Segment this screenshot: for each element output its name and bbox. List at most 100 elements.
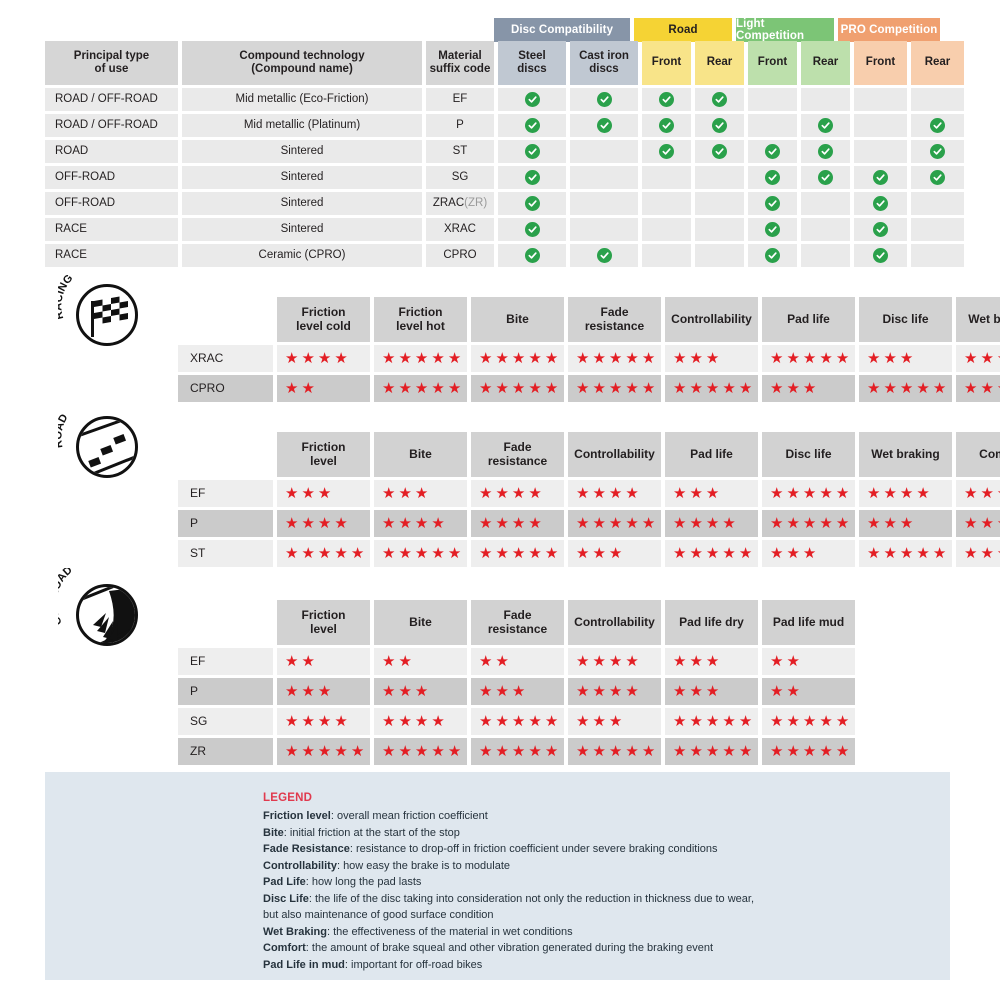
cell-compat-7 xyxy=(911,166,964,189)
star-icon: ★ xyxy=(867,380,882,397)
compatibility-body: ROAD / OFF-ROAD Mid metallic (Eco-Frictio… xyxy=(45,88,964,267)
star-icon: ★ xyxy=(819,485,834,502)
col-road-rear: Rear xyxy=(695,41,744,85)
col-header-7: Wet braking xyxy=(956,297,1000,342)
star-icon: ★ xyxy=(495,743,510,760)
star-icon: ★ xyxy=(301,545,316,562)
col-cast-iron-discs: Cast iron discs xyxy=(570,41,638,85)
star-icon: ★ xyxy=(980,545,995,562)
star-icon: ★ xyxy=(835,515,851,532)
star-icon: ★ xyxy=(317,743,333,760)
check-icon xyxy=(930,118,945,133)
cell-compound: Sintered xyxy=(182,140,422,163)
cell-compat-4 xyxy=(748,114,797,137)
star-icon: ★ xyxy=(495,485,510,502)
cell-compat-6 xyxy=(854,218,907,241)
cell-compat-5 xyxy=(801,166,850,189)
star-icon: ★ xyxy=(414,545,430,562)
star-icon: ★ xyxy=(689,380,704,397)
rating-cell-2: ★ ★ ★ ★ xyxy=(471,480,564,507)
row-label: SG xyxy=(178,708,273,735)
check-icon xyxy=(930,170,945,185)
cell-compat-7 xyxy=(911,114,964,137)
legend-item: Friction level: overall mean friction co… xyxy=(263,808,950,825)
star-icon: ★ xyxy=(576,515,591,532)
star-icon: ★ xyxy=(980,485,995,502)
check-icon xyxy=(765,144,780,159)
star-icon: ★ xyxy=(997,546,1000,561)
rating-cell-2: ★ ★ xyxy=(471,648,564,675)
cell-compat-4 xyxy=(748,192,797,215)
star-icon: ★ xyxy=(301,683,316,700)
cell-compat-5 xyxy=(801,244,850,267)
cell-compat-1 xyxy=(570,140,638,163)
col-header-1: Bite xyxy=(374,600,467,645)
star-icon: ★ xyxy=(819,515,834,532)
star-icon: ★ xyxy=(317,683,333,700)
rating-cell-5: ★ ★ xyxy=(762,648,855,675)
star-icon: ★ xyxy=(786,653,801,670)
cell-compat-0 xyxy=(498,244,566,267)
cell-compat-3 xyxy=(695,192,744,215)
cell-use: RACE xyxy=(45,218,178,241)
star-icon: ★ xyxy=(382,653,397,670)
star-icon: ★ xyxy=(592,653,607,670)
row-label: P xyxy=(178,678,273,705)
rating-cell-2: ★ ★ ★ ★ ★ xyxy=(471,375,564,402)
rating-cell-2: ★ ★ ★ ★ ★ xyxy=(471,345,564,372)
castiron-line2: discs xyxy=(589,63,619,75)
star-icon: ★ xyxy=(285,545,300,562)
cell-compat-3 xyxy=(695,244,744,267)
check-icon xyxy=(873,196,888,211)
cell-compat-0 xyxy=(498,114,566,137)
star-icon: ★ xyxy=(608,515,624,532)
cell-compat-3 xyxy=(695,140,744,163)
cell-compat-6 xyxy=(854,140,907,163)
star-icon: ★ xyxy=(447,743,463,760)
star-icon: ★ xyxy=(689,683,704,700)
legend-term: Bite xyxy=(263,826,284,839)
rating-cell-0: ★ ★ ★ xyxy=(277,480,370,507)
cell-compat-3 xyxy=(695,114,744,137)
star-icon: ★ xyxy=(899,485,915,502)
star-icon: ★ xyxy=(479,653,494,670)
table-row: OFF-ROAD Sintered ZRAC (ZR) xyxy=(45,192,964,215)
star-icon: ★ xyxy=(608,713,624,730)
star-icon: ★ xyxy=(398,653,413,670)
star-icon: ★ xyxy=(738,380,754,397)
star-icon: ★ xyxy=(770,380,785,397)
star-icon: ★ xyxy=(398,545,413,562)
cell-compat-1 xyxy=(570,114,638,137)
road-table: Friction level Bite Fade resistance Controlla… xyxy=(178,432,1000,567)
road-lane-icon xyxy=(79,419,135,475)
star-icon: ★ xyxy=(867,545,882,562)
star-icon: ★ xyxy=(722,545,737,562)
star-icon: ★ xyxy=(317,515,333,532)
star-icon: ★ xyxy=(867,515,882,532)
star-icon: ★ xyxy=(932,380,948,397)
star-icon: ★ xyxy=(479,713,494,730)
legend-desc: : resistance to drop-off in friction coe… xyxy=(349,843,718,855)
star-icon: ★ xyxy=(883,350,898,367)
check-icon xyxy=(873,170,888,185)
material-line2: suffix code xyxy=(429,63,491,75)
cell-compat-1 xyxy=(570,192,638,215)
cell-code: P xyxy=(426,114,494,137)
offroad-header-row: Friction level Bite Fade resistance Controlla… xyxy=(178,600,855,645)
star-icon: ★ xyxy=(317,485,333,502)
star-icon: ★ xyxy=(511,350,527,367)
rating-cell-5: ★ ★ ★ ★ ★ xyxy=(762,480,855,507)
rating-cell-5: ★ ★ ★ ★ ★ xyxy=(762,738,855,765)
cell-compat-4 xyxy=(748,140,797,163)
star-icon: ★ xyxy=(997,486,1000,501)
rating-cell-4: ★ ★ ★ xyxy=(665,648,758,675)
cell-compat-7 xyxy=(911,140,964,163)
legend-term: Pad Life xyxy=(263,876,306,888)
star-icon: ★ xyxy=(528,485,543,502)
principal-type-line1: Principal type xyxy=(73,49,150,62)
star-icon: ★ xyxy=(398,713,413,730)
road-badge: ROAD xyxy=(58,400,142,484)
check-icon xyxy=(524,222,540,237)
col-material-suffix-code: Material suffix code xyxy=(426,41,494,85)
star-icon: ★ xyxy=(350,743,366,760)
